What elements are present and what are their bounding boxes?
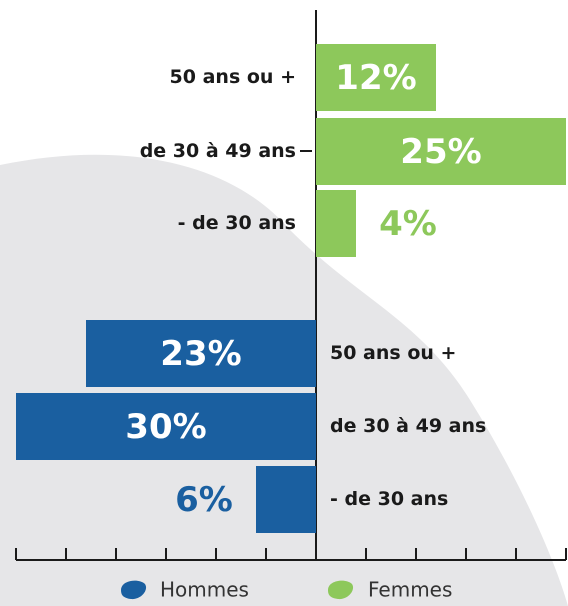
category-label: de 30 à 49 ans bbox=[330, 415, 486, 437]
category-label: 50 ans ou + bbox=[330, 342, 456, 364]
legend-label: Femmes bbox=[368, 578, 452, 602]
value-label: 12% bbox=[335, 58, 416, 98]
value-label: 25% bbox=[400, 132, 481, 172]
bar bbox=[86, 320, 316, 387]
category-label: - de 30 ans bbox=[178, 212, 296, 234]
value-label: 30% bbox=[125, 407, 206, 447]
legend-swatch bbox=[328, 580, 354, 600]
value-label: 23% bbox=[160, 334, 241, 374]
category-label: 50 ans ou + bbox=[170, 66, 296, 88]
value-label: 6% bbox=[175, 480, 233, 520]
bar bbox=[16, 393, 316, 460]
bar bbox=[316, 44, 436, 111]
legend-swatch bbox=[121, 580, 147, 600]
value-label: 4% bbox=[379, 204, 437, 244]
bar bbox=[316, 118, 566, 185]
bar bbox=[316, 190, 356, 257]
legend-label: Hommes bbox=[160, 578, 249, 602]
category-label: de 30 à 49 ans bbox=[140, 140, 296, 162]
bar bbox=[256, 466, 316, 533]
category-label: - de 30 ans bbox=[330, 488, 448, 510]
